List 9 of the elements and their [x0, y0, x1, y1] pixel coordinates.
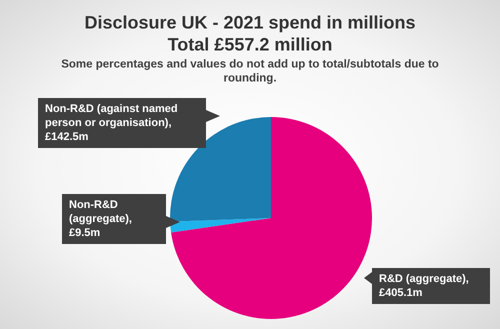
pie-slice [170, 117, 271, 222]
pie-slice [170, 218, 271, 232]
text: Some percentages and values do not add up to total/subtotals due to rounding. [61, 58, 439, 84]
chart-subtitle: Total £557.2 million [168, 34, 332, 54]
slice-label: Non-R&D (aggregate), £9.5m [62, 194, 166, 244]
slice-label: R&D (aggregate), £405.1m [372, 268, 490, 304]
chart-title: Disclosure UK - 2021 spend in millions [84, 12, 416, 32]
pie-slice [171, 117, 372, 319]
slice-label: Non-R&D (against named person or organisation), £142.5m [38, 98, 206, 148]
